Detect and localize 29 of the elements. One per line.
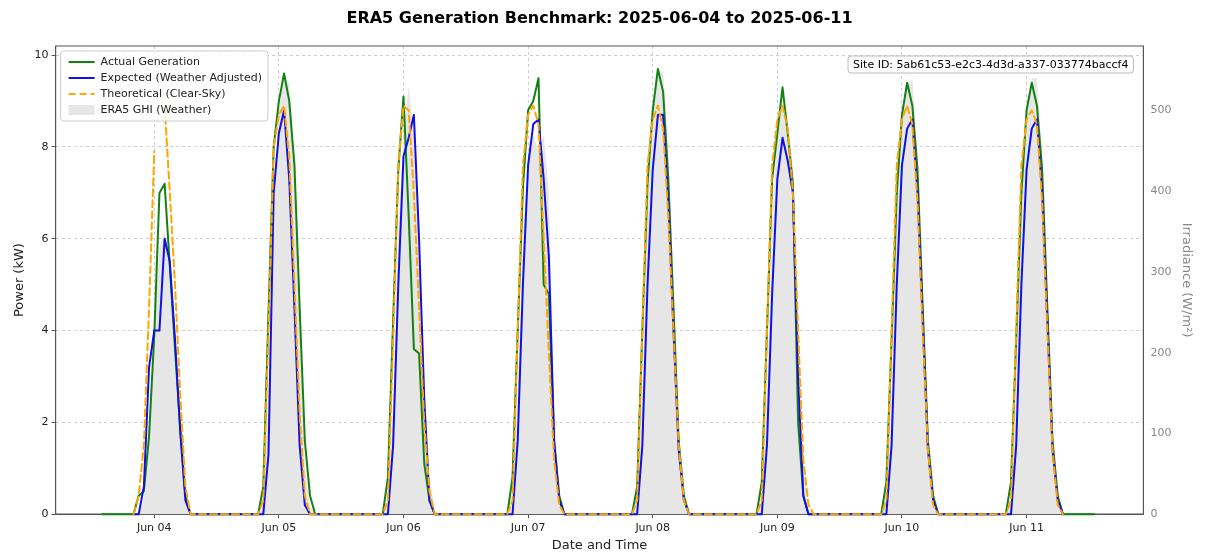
legend-label: ERA5 GHI (Weather) bbox=[100, 102, 212, 116]
x-tick-label: Jun 10 bbox=[883, 520, 920, 534]
y-tick-label: 10 bbox=[34, 48, 49, 62]
y2-tick-label: 500 bbox=[1150, 103, 1172, 117]
y2-axis-title: Irradiance (W/m²) bbox=[1179, 222, 1195, 338]
y2-tick-label: 400 bbox=[1150, 184, 1172, 198]
x-tick-label: Jun 11 bbox=[1008, 520, 1044, 534]
y-tick-label: 8 bbox=[41, 139, 49, 153]
x-tick-label: Jun 06 bbox=[385, 520, 421, 534]
x-axis-title: Date and Time bbox=[551, 536, 648, 552]
annotation: Site ID: 5ab61c53-e2c3-4d3d-a337-033774baccf4 bbox=[853, 57, 1129, 71]
x-tick-label: Jun 05 bbox=[260, 520, 297, 534]
x-tick-label: Jun 04 bbox=[135, 520, 172, 534]
x-tick-label: Jun 08 bbox=[634, 520, 671, 534]
legend-label: Theoretical (Clear-Sky) bbox=[99, 86, 226, 100]
y2-tick-label: 100 bbox=[1150, 426, 1172, 440]
y2-tick-label: 0 bbox=[1150, 507, 1158, 521]
y-tick-label: 2 bbox=[41, 415, 49, 429]
x-tick-label: Jun 09 bbox=[759, 520, 795, 534]
y2-tick-label: 200 bbox=[1150, 345, 1172, 359]
x-tick-label: Jun 07 bbox=[509, 520, 546, 534]
legend-label: Expected (Weather Adjusted) bbox=[100, 70, 262, 84]
legend-label: Actual Generation bbox=[100, 54, 200, 68]
y-axis-title: Power (kW) bbox=[11, 243, 27, 318]
y-tick-label: 6 bbox=[41, 231, 49, 245]
y-tick-label: 0 bbox=[41, 507, 49, 521]
y2-tick-label: 300 bbox=[1150, 264, 1172, 278]
y-tick-label: 4 bbox=[41, 323, 49, 337]
chart-title: ERA5 Generation Benchmark: 2025-06-04 to 2025-06-11 bbox=[346, 8, 853, 28]
